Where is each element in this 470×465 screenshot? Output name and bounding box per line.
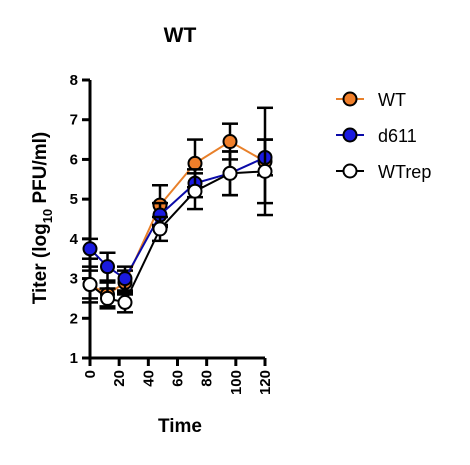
legend-marker xyxy=(342,127,358,143)
data-point xyxy=(187,155,203,171)
y-tick-label: 8 xyxy=(70,72,78,89)
x-tick-label: 20 xyxy=(111,370,128,387)
y-tick-label: 4 xyxy=(70,231,79,248)
series-d611 xyxy=(82,138,273,292)
series-line-d611 xyxy=(89,156,266,281)
x-tick-label: 0 xyxy=(82,370,99,378)
legend-marker xyxy=(342,163,358,179)
plot-area xyxy=(82,106,273,314)
y-tick-label: 6 xyxy=(70,151,78,168)
legend-label: WTrep xyxy=(378,162,431,182)
series-wtrep xyxy=(82,138,273,314)
y-axis-title-suffix: PFU/ml) xyxy=(30,132,51,209)
y-axis-title-main: Titer (log xyxy=(30,223,51,304)
y-tick-label: 3 xyxy=(70,271,78,288)
x-tick-label: 80 xyxy=(199,370,216,387)
y-tick-label: 5 xyxy=(70,191,78,208)
data-point xyxy=(257,163,273,179)
x-tick-label: 100 xyxy=(228,370,245,395)
legend-item-d611: d611 xyxy=(336,126,417,146)
data-point xyxy=(152,221,168,237)
x-tick-label: 40 xyxy=(140,370,157,387)
legend-label: WT xyxy=(378,90,406,110)
legend-marker xyxy=(342,91,358,107)
x-tick-label: 120 xyxy=(257,370,274,395)
data-point xyxy=(82,241,98,257)
data-point xyxy=(100,290,115,306)
x-tick-label: 60 xyxy=(170,370,187,387)
data-point xyxy=(117,271,133,287)
y-axis-title-subscript: 10 xyxy=(40,209,55,223)
y-tick-label: 7 xyxy=(70,112,78,129)
data-point xyxy=(82,277,98,293)
legend-label: d611 xyxy=(378,126,417,146)
y-tick-label: 2 xyxy=(70,310,78,327)
y-axis-title: Titer (log10 PFU/ml) xyxy=(30,132,55,304)
y-tick-label: 1 xyxy=(70,350,78,367)
data-point xyxy=(187,183,203,199)
x-axis-title: Time xyxy=(158,416,202,437)
data-point xyxy=(222,165,238,181)
legend: WT d611 WTrep xyxy=(336,90,431,182)
series-wt xyxy=(82,106,273,308)
data-point xyxy=(100,259,115,275)
legend-item-wt: WT xyxy=(336,90,406,110)
chart-title: WT xyxy=(164,24,197,47)
data-point xyxy=(222,134,238,150)
series-line-wtrep xyxy=(89,170,266,304)
legend-item-wtrep: WTrep xyxy=(336,162,431,182)
data-point xyxy=(117,294,133,310)
